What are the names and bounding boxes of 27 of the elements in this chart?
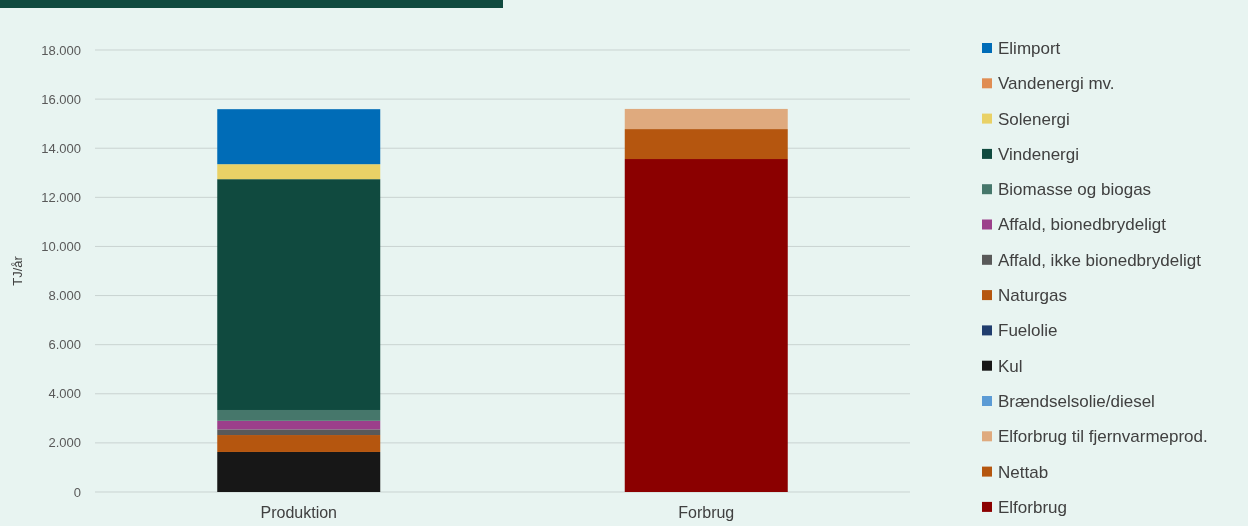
legend-label: Nettab (998, 462, 1049, 482)
y-tick-label: 14.000 (41, 140, 81, 156)
legend-label: Vandenergi mv. (998, 74, 1115, 94)
y-tick-label: 8.000 (48, 288, 81, 304)
legend-label: Elimport (998, 38, 1061, 58)
y-tick-label: 6.000 (48, 337, 81, 353)
y-tick-label: 10.000 (41, 238, 81, 254)
legend-label: Affald, ikke bionedbrydeligt (998, 250, 1202, 270)
legend-label: Elforbrug (998, 497, 1067, 517)
legend-label: Vindenergi (998, 144, 1079, 164)
legend-label: Naturgas (998, 286, 1067, 306)
x-tick-label: Forbrug (678, 504, 735, 521)
legend-label: Solenergi (998, 109, 1070, 129)
legend-label: Biomasse og biogas (998, 180, 1152, 200)
x-tick-label: Produktion (260, 504, 337, 521)
legend-label: Affald, bionedbrydeligt (998, 215, 1167, 235)
y-tick-label: 16.000 (41, 91, 81, 107)
y-tick-label: 2.000 (48, 435, 81, 451)
y-tick-label: 12.000 (41, 189, 81, 205)
legend-label: Brændselsolie/diesel (998, 391, 1155, 411)
y-tick-label: 4.000 (48, 386, 81, 402)
legend-label: Kul (998, 356, 1023, 376)
y-axis-title: TJ/år (10, 255, 25, 286)
legend-label: Fuelolie (998, 321, 1058, 341)
y-tick-label: 0 (73, 484, 81, 500)
y-tick-label: 18.000 (41, 42, 81, 58)
legend-label: Elforbrug til fjernvarmeprod. (998, 427, 1208, 447)
